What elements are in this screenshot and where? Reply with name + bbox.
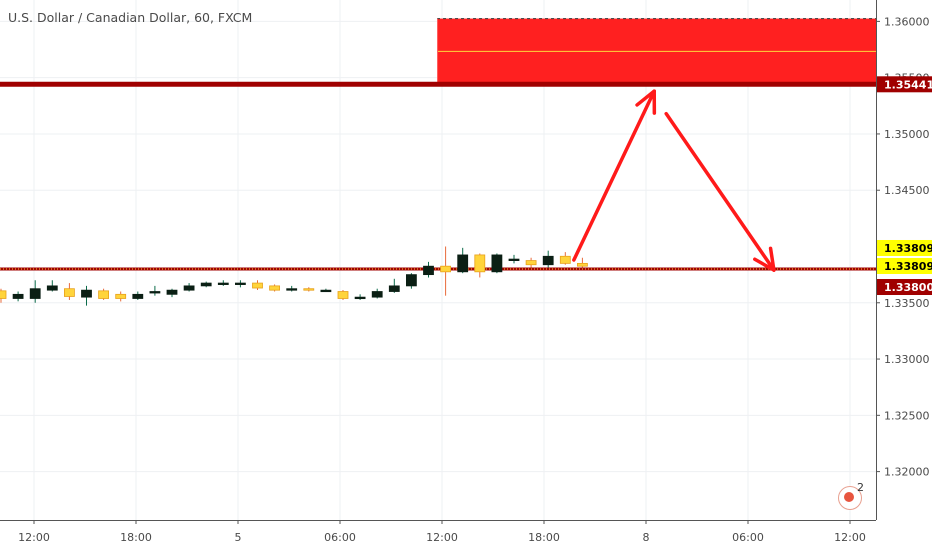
trend-arrow-line — [664, 111, 776, 272]
trend-arrow-head — [635, 89, 657, 115]
candle-body — [46, 285, 58, 291]
candle-body — [132, 293, 144, 299]
candle-body — [217, 282, 229, 285]
x-tick-label: 5 — [235, 531, 242, 544]
notification-icon[interactable]: 2 — [838, 481, 864, 510]
y-tick-label: 1.35000 — [884, 128, 930, 141]
candle-body — [183, 285, 195, 291]
y-tick-label: 1.36000 — [884, 15, 930, 28]
candle-body — [525, 260, 537, 266]
price-label-last-2: 1.33809 — [884, 260, 932, 273]
candle-body — [423, 265, 434, 276]
x-tick-label: 12:00 — [18, 531, 50, 544]
candle-body — [81, 289, 92, 298]
x-tick-label: 18:00 — [528, 531, 560, 544]
chart-title: U.S. Dollar / Canadian Dollar, 60, FXCM — [8, 10, 253, 25]
candle-body — [303, 288, 315, 291]
price-label-last: 1.33809 — [884, 242, 932, 255]
candle-body — [166, 289, 178, 295]
candle-body — [115, 293, 127, 299]
x-tick-label: 06:00 — [324, 531, 356, 544]
candle-body — [508, 258, 520, 261]
price-label-1-35441-bg — [877, 76, 932, 93]
candle-body — [29, 288, 41, 299]
candle-body — [491, 254, 503, 273]
y-tick-label: 1.34500 — [884, 184, 930, 197]
notification-count: 2 — [857, 481, 864, 494]
candle-body — [474, 254, 486, 273]
y-tick-label: 1.33000 — [884, 353, 930, 366]
candle-body — [559, 255, 571, 264]
x-tick-label: 8 — [643, 531, 650, 544]
candle-body — [577, 262, 588, 267]
candle-body — [64, 288, 75, 297]
candle-body — [405, 274, 417, 287]
candle-body — [286, 288, 298, 291]
candle-body — [98, 290, 109, 299]
y-tick-label: 1.33500 — [884, 297, 930, 310]
candle-body — [0, 290, 7, 299]
price-label-last-bg — [877, 239, 932, 256]
candle-body — [320, 289, 332, 293]
price-label-1-33800-bg — [877, 279, 932, 296]
candle-body — [542, 255, 554, 266]
trend-arrow-head — [753, 246, 776, 272]
trend-arrow-line — [572, 89, 656, 262]
x-tick-label: 12:00 — [834, 531, 866, 544]
candle-body — [440, 265, 452, 273]
candle-body — [12, 293, 24, 299]
candle-body — [252, 282, 263, 289]
price-label-1-35441: 1.35441 — [884, 78, 932, 91]
candle-body — [234, 282, 246, 285]
x-tick-label: 12:00 — [426, 531, 458, 544]
x-tick-label: 06:00 — [732, 531, 764, 544]
candle-body — [200, 282, 212, 287]
candle-body — [337, 291, 349, 299]
notification-dot — [844, 492, 854, 502]
price-label-last-2-bg — [877, 257, 932, 274]
candle-body — [457, 254, 469, 273]
x-tick-label: 18:00 — [120, 531, 152, 544]
y-tick-label: 1.32500 — [884, 409, 930, 422]
candle-body — [269, 285, 281, 291]
candle-body — [354, 296, 366, 300]
candle-body — [149, 291, 161, 294]
candle-body — [388, 285, 400, 292]
price-label-1-33800: 1.33800 — [884, 281, 932, 294]
candle-body — [371, 291, 383, 298]
y-tick-label: 1.32000 — [884, 466, 930, 479]
